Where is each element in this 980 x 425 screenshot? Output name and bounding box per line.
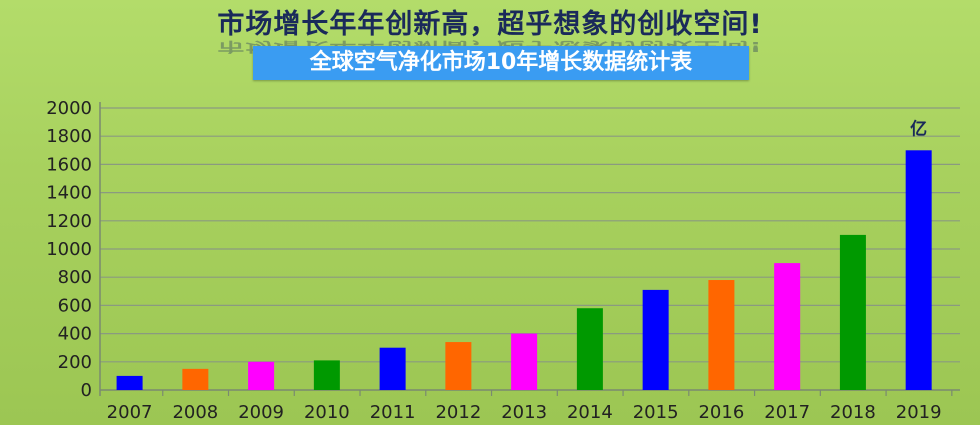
bar-2009 (248, 361, 275, 390)
bar-2012 (445, 342, 472, 390)
x-tick-label: 2016 (698, 402, 744, 423)
x-tick-label: 2008 (172, 402, 218, 423)
x-tick-label: 2019 (896, 402, 942, 423)
bar-2014 (576, 308, 603, 390)
bar-2011 (379, 347, 406, 390)
bar-2008 (182, 368, 209, 390)
y-tick-label: 1200 (46, 211, 92, 232)
headline: 市场增长年年创新高，超乎想象的创收空间! (217, 9, 763, 40)
bar-2007 (116, 375, 143, 390)
x-tick-label: 2011 (370, 402, 416, 423)
y-tick-label: 2000 (46, 98, 92, 119)
y-tick-label: 0 (81, 380, 92, 401)
x-tick-label: 2017 (764, 402, 810, 423)
x-tick-label: 2018 (830, 402, 876, 423)
bar-2018 (839, 234, 866, 390)
x-tick-label: 2014 (567, 402, 613, 423)
x-tick-label: 2010 (304, 402, 350, 423)
y-tick-label: 1400 (46, 183, 92, 204)
x-tick-label: 2007 (107, 402, 153, 423)
x-tick-label: 2013 (501, 402, 547, 423)
bar-2013 (511, 333, 538, 390)
bar-2010 (313, 360, 340, 390)
bar-2019 (905, 150, 932, 390)
x-tick-label: 2015 (633, 402, 679, 423)
y-tick-label: 1000 (46, 239, 92, 260)
y-tick-label: 800 (58, 267, 92, 288)
x-tick-label: 2012 (435, 402, 481, 423)
bar-2015 (642, 289, 669, 390)
y-tick-label: 400 (58, 324, 92, 345)
chart-title: 全球空气净化市场10年增长数据统计表 (253, 46, 749, 80)
unit-label: 亿 (910, 118, 927, 139)
bar-2016 (708, 280, 735, 390)
bar-2017 (774, 263, 801, 390)
x-tick-label: 2009 (238, 402, 284, 423)
y-tick-label: 1600 (46, 154, 92, 175)
y-tick-label: 200 (58, 352, 92, 373)
y-tick-label: 600 (58, 295, 92, 316)
y-tick-label: 1800 (46, 126, 92, 147)
